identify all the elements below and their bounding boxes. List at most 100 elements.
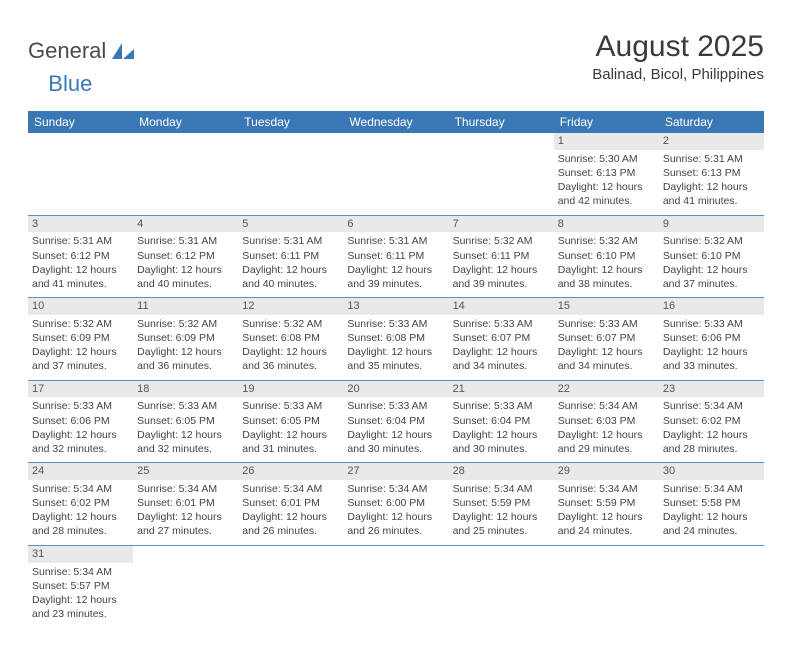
calendar-cell <box>133 545 238 627</box>
sunrise-text: Sunrise: 5:33 AM <box>242 399 339 413</box>
calendar-cell <box>28 133 133 215</box>
day2-text: and 40 minutes. <box>137 277 234 291</box>
day-number <box>133 133 238 150</box>
calendar-row: 3Sunrise: 5:31 AMSunset: 6:12 PMDaylight… <box>28 215 764 298</box>
day1-text: Daylight: 12 hours <box>242 263 339 277</box>
sunset-text: Sunset: 6:08 PM <box>242 331 339 345</box>
day-number: 23 <box>659 381 764 398</box>
sunset-text: Sunset: 6:10 PM <box>663 249 760 263</box>
day1-text: Daylight: 12 hours <box>32 428 129 442</box>
calendar-row: 31Sunrise: 5:34 AMSunset: 5:57 PMDayligh… <box>28 545 764 627</box>
sunset-text: Sunset: 6:12 PM <box>137 249 234 263</box>
calendar-cell: 15Sunrise: 5:33 AMSunset: 6:07 PMDayligh… <box>554 298 659 381</box>
calendar-cell <box>133 133 238 215</box>
day-number: 29 <box>554 463 659 480</box>
sunset-text: Sunset: 6:13 PM <box>558 166 655 180</box>
day1-text: Daylight: 12 hours <box>663 263 760 277</box>
day1-text: Daylight: 12 hours <box>137 263 234 277</box>
sunrise-text: Sunrise: 5:31 AM <box>347 234 444 248</box>
sunset-text: Sunset: 6:02 PM <box>32 496 129 510</box>
day-number: 17 <box>28 381 133 398</box>
sunset-text: Sunset: 6:01 PM <box>137 496 234 510</box>
calendar-body: 1Sunrise: 5:30 AMSunset: 6:13 PMDaylight… <box>28 133 764 627</box>
day1-text: Daylight: 12 hours <box>137 510 234 524</box>
sunset-text: Sunset: 6:01 PM <box>242 496 339 510</box>
sunset-text: Sunset: 6:03 PM <box>558 414 655 428</box>
day-number: 9 <box>659 216 764 233</box>
calendar-cell: 3Sunrise: 5:31 AMSunset: 6:12 PMDaylight… <box>28 215 133 298</box>
day2-text: and 24 minutes. <box>558 524 655 538</box>
sunrise-text: Sunrise: 5:34 AM <box>663 482 760 496</box>
sunset-text: Sunset: 5:57 PM <box>32 579 129 593</box>
day1-text: Daylight: 12 hours <box>663 180 760 194</box>
day-number: 5 <box>238 216 343 233</box>
calendar-cell <box>659 545 764 627</box>
sunrise-text: Sunrise: 5:33 AM <box>347 317 444 331</box>
calendar-cell: 1Sunrise: 5:30 AMSunset: 6:13 PMDaylight… <box>554 133 659 215</box>
sunset-text: Sunset: 6:11 PM <box>453 249 550 263</box>
sunrise-text: Sunrise: 5:31 AM <box>32 234 129 248</box>
calendar-cell: 10Sunrise: 5:32 AMSunset: 6:09 PMDayligh… <box>28 298 133 381</box>
sunrise-text: Sunrise: 5:33 AM <box>453 399 550 413</box>
day2-text: and 34 minutes. <box>558 359 655 373</box>
sunset-text: Sunset: 6:11 PM <box>347 249 444 263</box>
day2-text: and 38 minutes. <box>558 277 655 291</box>
sunset-text: Sunset: 6:05 PM <box>242 414 339 428</box>
sunrise-text: Sunrise: 5:32 AM <box>242 317 339 331</box>
calendar-cell: 22Sunrise: 5:34 AMSunset: 6:03 PMDayligh… <box>554 380 659 463</box>
calendar-cell: 14Sunrise: 5:33 AMSunset: 6:07 PMDayligh… <box>449 298 554 381</box>
sunset-text: Sunset: 6:08 PM <box>347 331 444 345</box>
sunset-text: Sunset: 5:59 PM <box>558 496 655 510</box>
day-number: 18 <box>133 381 238 398</box>
day-number <box>343 546 448 563</box>
sunset-text: Sunset: 6:04 PM <box>347 414 444 428</box>
day-number: 2 <box>659 133 764 150</box>
calendar-cell <box>554 545 659 627</box>
sunrise-text: Sunrise: 5:34 AM <box>663 399 760 413</box>
sunset-text: Sunset: 6:07 PM <box>558 331 655 345</box>
weekday-header: Sunday <box>28 111 133 133</box>
sail-icon <box>110 41 136 61</box>
calendar-cell: 17Sunrise: 5:33 AMSunset: 6:06 PMDayligh… <box>28 380 133 463</box>
day-number: 27 <box>343 463 448 480</box>
sunrise-text: Sunrise: 5:34 AM <box>558 399 655 413</box>
day1-text: Daylight: 12 hours <box>347 263 444 277</box>
day-number <box>449 133 554 150</box>
weekday-header: Tuesday <box>238 111 343 133</box>
day2-text: and 29 minutes. <box>558 442 655 456</box>
logo-text-blue: Blue <box>48 71 92 97</box>
weekday-header: Saturday <box>659 111 764 133</box>
sunset-text: Sunset: 6:07 PM <box>453 331 550 345</box>
day-number: 12 <box>238 298 343 315</box>
location: Balinad, Bicol, Philippines <box>592 66 764 83</box>
calendar-page: General August 2025 Balinad, Bicol, Phil… <box>0 0 792 647</box>
day1-text: Daylight: 12 hours <box>453 345 550 359</box>
sunrise-text: Sunrise: 5:34 AM <box>242 482 339 496</box>
sunset-text: Sunset: 5:59 PM <box>453 496 550 510</box>
day-number: 16 <box>659 298 764 315</box>
calendar-row: 17Sunrise: 5:33 AMSunset: 6:06 PMDayligh… <box>28 380 764 463</box>
calendar-cell: 6Sunrise: 5:31 AMSunset: 6:11 PMDaylight… <box>343 215 448 298</box>
day2-text: and 39 minutes. <box>347 277 444 291</box>
day1-text: Daylight: 12 hours <box>453 510 550 524</box>
day2-text: and 26 minutes. <box>347 524 444 538</box>
day-number: 24 <box>28 463 133 480</box>
sunrise-text: Sunrise: 5:34 AM <box>137 482 234 496</box>
day1-text: Daylight: 12 hours <box>453 428 550 442</box>
calendar-row: 10Sunrise: 5:32 AMSunset: 6:09 PMDayligh… <box>28 298 764 381</box>
calendar-cell: 18Sunrise: 5:33 AMSunset: 6:05 PMDayligh… <box>133 380 238 463</box>
sunset-text: Sunset: 5:58 PM <box>663 496 760 510</box>
calendar-cell: 4Sunrise: 5:31 AMSunset: 6:12 PMDaylight… <box>133 215 238 298</box>
calendar-cell: 13Sunrise: 5:33 AMSunset: 6:08 PMDayligh… <box>343 298 448 381</box>
day2-text: and 35 minutes. <box>347 359 444 373</box>
sunset-text: Sunset: 6:09 PM <box>32 331 129 345</box>
calendar-cell: 8Sunrise: 5:32 AMSunset: 6:10 PMDaylight… <box>554 215 659 298</box>
calendar-cell <box>449 133 554 215</box>
weekday-header: Wednesday <box>343 111 448 133</box>
day2-text: and 41 minutes. <box>32 277 129 291</box>
sunrise-text: Sunrise: 5:33 AM <box>453 317 550 331</box>
calendar-cell: 25Sunrise: 5:34 AMSunset: 6:01 PMDayligh… <box>133 463 238 546</box>
logo: General <box>28 30 140 64</box>
calendar-cell: 9Sunrise: 5:32 AMSunset: 6:10 PMDaylight… <box>659 215 764 298</box>
day-number: 26 <box>238 463 343 480</box>
